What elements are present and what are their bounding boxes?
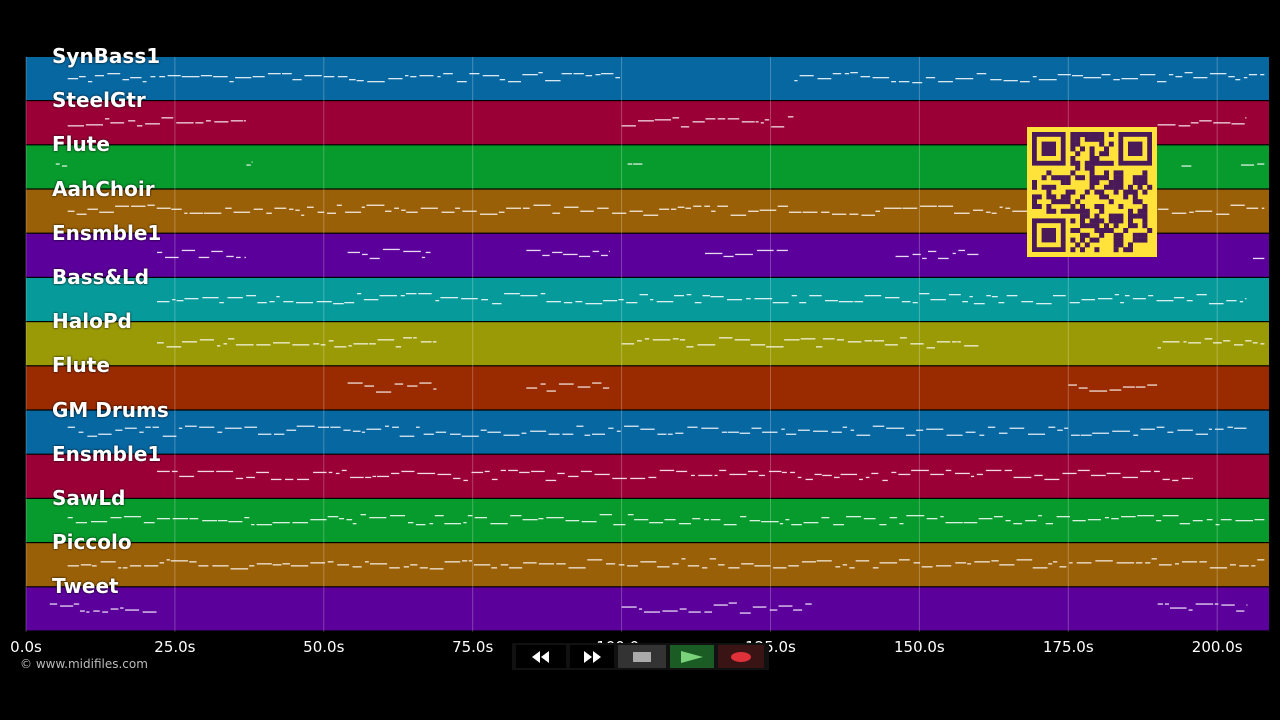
- track-label: Bass&Ld: [52, 265, 150, 289]
- tick-label: 50.0s: [303, 638, 345, 656]
- track-notes: [157, 248, 1265, 260]
- track-notes: [157, 337, 1265, 349]
- note-layer: [49, 72, 1265, 614]
- track-label: Ensmble1: [52, 441, 162, 466]
- transport-bar: [512, 643, 769, 670]
- track-notes: [67, 425, 1247, 437]
- track-label: SawLd: [52, 486, 126, 510]
- track-lane: [26, 278, 1269, 321]
- tick-label: 175.0s: [1042, 638, 1094, 656]
- track-notes: [67, 116, 1247, 128]
- fast-forward-icon: [584, 650, 601, 663]
- track-label: SteelGtr: [52, 88, 146, 113]
- play-icon: [681, 650, 703, 663]
- track-label: HaloPd: [52, 309, 132, 334]
- track-lane: [26, 366, 1269, 410]
- track-lane: [26, 57, 1269, 100]
- track-notes: [67, 72, 1265, 84]
- track-label: Flute: [52, 132, 110, 157]
- track-notes: [67, 558, 1265, 570]
- track-notes: [347, 382, 1158, 393]
- track-label: Flute: [52, 353, 110, 378]
- tick-label: 200.0s: [1191, 638, 1243, 656]
- play-button[interactable]: [670, 645, 714, 668]
- tick-label: 150.0s: [893, 638, 945, 656]
- track-lane: [26, 410, 1269, 454]
- track-label: Tweet: [52, 574, 119, 599]
- stop-button[interactable]: [618, 645, 666, 668]
- track-label: SynBass1: [52, 44, 161, 68]
- track-notes: [55, 161, 1265, 167]
- tick-label: 0.0s: [10, 638, 42, 656]
- track-lane: [26, 543, 1269, 587]
- track-lane: [26, 454, 1269, 498]
- tick-label: 25.0s: [154, 638, 196, 656]
- track-notes: [67, 514, 1265, 526]
- fast-forward-button[interactable]: [570, 645, 614, 668]
- rewind-icon: [532, 650, 549, 663]
- track-label: Ensmble1: [52, 220, 162, 245]
- track-notes: [157, 293, 1247, 305]
- track-lane: [26, 322, 1269, 366]
- rewind-button[interactable]: [516, 645, 566, 668]
- track-notes: [49, 602, 1248, 614]
- stop-icon: [633, 651, 651, 662]
- tick-label: 75.0s: [452, 638, 494, 656]
- record-button[interactable]: [718, 645, 764, 668]
- track-label: GM Drums: [52, 397, 169, 422]
- copyright-text: © www.midifiles.com: [20, 657, 148, 671]
- track-notes: [157, 469, 1193, 482]
- track-label: Piccolo: [52, 530, 132, 555]
- track-lane: [26, 587, 1269, 631]
- track-lane: [26, 499, 1269, 542]
- record-icon: [731, 651, 751, 662]
- qr-code[interactable]: [1027, 127, 1157, 257]
- track-label: AahChoir: [52, 176, 155, 201]
